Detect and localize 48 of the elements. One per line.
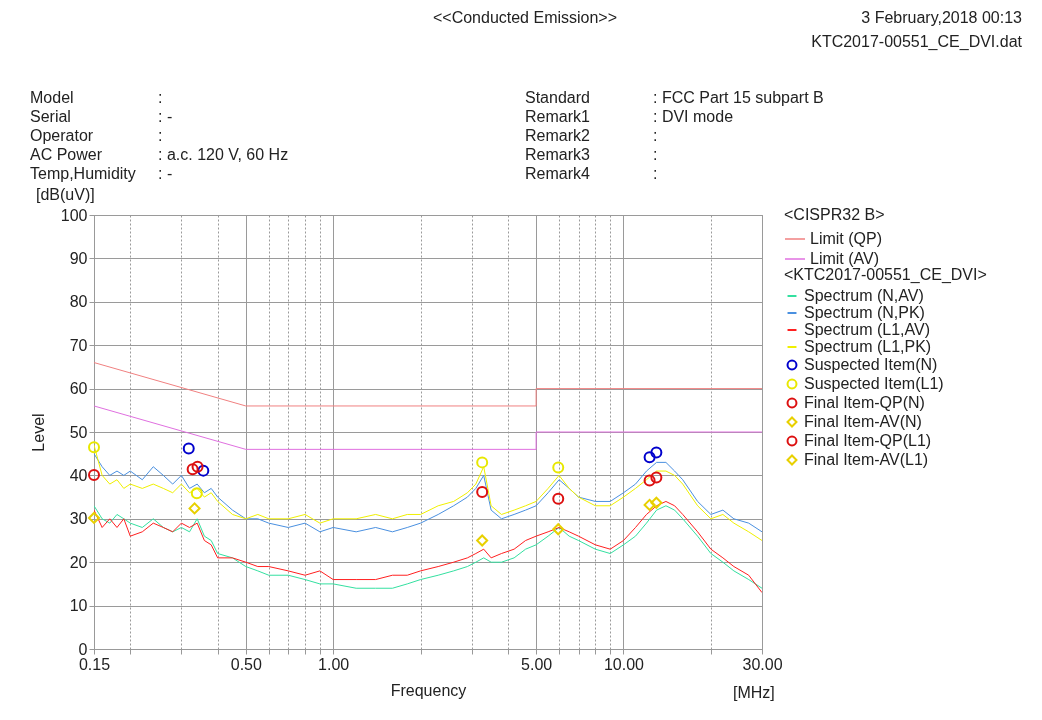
text: Remark1 : DVI mode	[525, 108, 734, 125]
legend-label: Limit (QP)	[810, 230, 882, 247]
text: 3 February,2018 00:13	[861, 8, 1022, 27]
y-tick-label: 70	[69, 336, 88, 354]
y-axis-title: Level	[29, 413, 47, 452]
x-axis-title: Frequency	[390, 681, 467, 699]
legend-label: Limit (AV)	[810, 250, 880, 267]
text: KTC2017-00551_CE_DVI.dat	[811, 32, 1022, 51]
legend-label: Suspected Item(L1)	[804, 375, 944, 392]
x-tick-label: 10.00	[603, 655, 645, 673]
text: <KTC2017-00551_CE_DVI>	[784, 266, 987, 283]
text: Model :	[30, 89, 163, 106]
y-tick-label: 60	[69, 380, 88, 398]
legend-label: Spectrum (N,PK)	[804, 304, 925, 321]
y-tick-label: 20	[69, 553, 88, 571]
chart-title: <<Conducted Emission>>	[432, 8, 618, 27]
text: Operator :	[30, 127, 163, 144]
y-tick-label: 30	[69, 510, 88, 528]
legend-label: Final Item-QP(L1)	[804, 432, 932, 449]
legend-label: Final Item-AV(L1)	[804, 451, 929, 468]
text: Temp,Humidity : -	[30, 165, 173, 182]
y-tick-label: 0	[78, 640, 88, 658]
x-tick-label: 0.50	[230, 655, 262, 673]
y-tick-label: 50	[69, 423, 88, 441]
legend-label: Spectrum (N,AV)	[804, 287, 924, 304]
text: AC Power : a.c. 120 V, 60 Hz	[30, 146, 289, 163]
legend-label: Final Item-AV(N)	[804, 413, 922, 430]
y-tick-label: 100	[60, 206, 88, 224]
legend-label: Spectrum (L1,AV)	[804, 321, 930, 338]
text: <CISPR32 B>	[784, 206, 885, 223]
text: Remark2 :	[525, 127, 658, 144]
y-tick-label: 40	[69, 466, 88, 484]
legend-label: Spectrum (L1,PK)	[804, 338, 932, 355]
text: Serial : -	[30, 108, 173, 125]
text: [dB(uV)]	[36, 185, 95, 204]
y-tick-label: 80	[69, 293, 88, 311]
y-tick-label: 90	[69, 249, 88, 267]
x-tick-label: 1.00	[318, 655, 350, 673]
x-tick-label: 30.00	[742, 655, 783, 673]
y-tick-label: 10	[69, 597, 88, 615]
x-tick-label: 0.15	[78, 655, 111, 673]
legend-label: Final Item-QP(N)	[804, 394, 925, 411]
text: Remark4 :	[525, 165, 658, 182]
text: Standard : FCC Part 15 subpart B	[525, 89, 824, 106]
x-tick-label: 5.00	[521, 655, 553, 673]
legend-label: Suspected Item(N)	[804, 356, 938, 373]
text: [MHz]	[733, 683, 775, 702]
text: Remark3 :	[525, 146, 658, 163]
